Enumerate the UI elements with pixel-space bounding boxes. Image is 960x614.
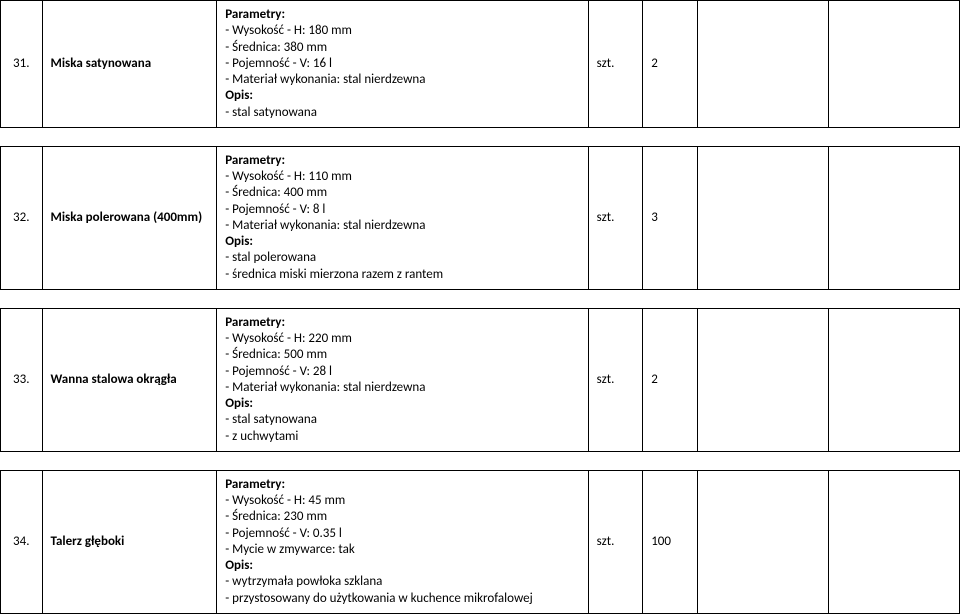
row-separator bbox=[1, 127, 960, 146]
empty-cell bbox=[697, 146, 828, 289]
param-line: - Mycie w zmywarce: tak bbox=[225, 542, 579, 558]
empty-cell bbox=[828, 1, 959, 128]
row-number: 34. bbox=[1, 470, 43, 613]
item-name: Talerz głęboki bbox=[42, 470, 217, 613]
table-row: 33.Wanna stalowa okrągłaParametry:- Wyso… bbox=[1, 308, 960, 451]
row-number: 32. bbox=[1, 146, 43, 289]
qty-cell: 100 bbox=[643, 470, 698, 613]
opis-line: - stal satynowana bbox=[225, 412, 579, 428]
param-line: - Średnica: 380 mm bbox=[225, 40, 579, 56]
param-line: - Pojemność - V: 16 l bbox=[225, 56, 579, 72]
parametry-label: Parametry: bbox=[225, 153, 579, 169]
empty-cell bbox=[697, 470, 828, 613]
opis-line: - stal polerowana bbox=[225, 250, 579, 266]
qty-cell: 3 bbox=[643, 146, 698, 289]
unit-cell: szt. bbox=[588, 308, 643, 451]
unit-cell: szt. bbox=[588, 146, 643, 289]
param-line: - Pojemność - V: 28 l bbox=[225, 364, 579, 380]
item-description: Parametry:- Wysokość - H: 45 mm- Średnic… bbox=[217, 470, 588, 613]
item-description: Parametry:- Wysokość - H: 220 mm- Średni… bbox=[217, 308, 588, 451]
unit-cell: szt. bbox=[588, 470, 643, 613]
item-name: Wanna stalowa okrągła bbox=[42, 308, 217, 451]
empty-cell bbox=[828, 146, 959, 289]
param-line: - Wysokość - H: 220 mm bbox=[225, 331, 579, 347]
row-number: 33. bbox=[1, 308, 43, 451]
opis-line: - średnica miski mierzona razem z rantem bbox=[225, 267, 579, 283]
param-line: - Pojemność - V: 8 l bbox=[225, 202, 579, 218]
spec-table: 31.Miska satynowanaParametry:- Wysokość … bbox=[0, 0, 960, 614]
param-line: - Wysokość - H: 45 mm bbox=[225, 493, 579, 509]
opis-label: Opis: bbox=[225, 396, 579, 412]
empty-cell bbox=[697, 308, 828, 451]
unit-cell: szt. bbox=[588, 1, 643, 128]
opis-label: Opis: bbox=[225, 88, 579, 104]
row-separator bbox=[1, 289, 960, 308]
row-separator bbox=[1, 451, 960, 470]
table-row: 32.Miska polerowana (400mm)Parametry:- W… bbox=[1, 146, 960, 289]
param-line: - Pojemność - V: 0.35 l bbox=[225, 526, 579, 542]
param-line: - Wysokość - H: 180 mm bbox=[225, 23, 579, 39]
param-line: - Materiał wykonania: stal nierdzewna bbox=[225, 72, 579, 88]
parametry-label: Parametry: bbox=[225, 477, 579, 493]
row-number: 31. bbox=[1, 1, 43, 128]
param-line: - Średnica: 230 mm bbox=[225, 509, 579, 525]
opis-line: - przystosowany do użytkowania w kuchenc… bbox=[225, 591, 579, 607]
opis-label: Opis: bbox=[225, 234, 579, 250]
qty-cell: 2 bbox=[643, 1, 698, 128]
opis-line: - wytrzymała powłoka szklana bbox=[225, 574, 579, 590]
param-line: - Średnica: 500 mm bbox=[225, 347, 579, 363]
empty-cell bbox=[697, 1, 828, 128]
param-line: - Średnica: 400 mm bbox=[225, 185, 579, 201]
param-line: - Materiał wykonania: stal nierdzewna bbox=[225, 380, 579, 396]
qty-cell: 2 bbox=[643, 308, 698, 451]
param-line: - Wysokość - H: 110 mm bbox=[225, 169, 579, 185]
item-description: Parametry:- Wysokość - H: 180 mm- Średni… bbox=[217, 1, 588, 128]
item-description: Parametry:- Wysokość - H: 110 mm- Średni… bbox=[217, 146, 588, 289]
opis-line: - z uchwytami bbox=[225, 429, 579, 445]
empty-cell bbox=[828, 308, 959, 451]
parametry-label: Parametry: bbox=[225, 7, 579, 23]
item-name: Miska satynowana bbox=[42, 1, 217, 128]
table-row: 34.Talerz głębokiParametry:- Wysokość - … bbox=[1, 470, 960, 613]
param-line: - Materiał wykonania: stal nierdzewna bbox=[225, 218, 579, 234]
empty-cell bbox=[828, 470, 959, 613]
opis-line: - stal satynowana bbox=[225, 105, 579, 121]
item-name: Miska polerowana (400mm) bbox=[42, 146, 217, 289]
table-row: 31.Miska satynowanaParametry:- Wysokość … bbox=[1, 1, 960, 128]
parametry-label: Parametry: bbox=[225, 315, 579, 331]
